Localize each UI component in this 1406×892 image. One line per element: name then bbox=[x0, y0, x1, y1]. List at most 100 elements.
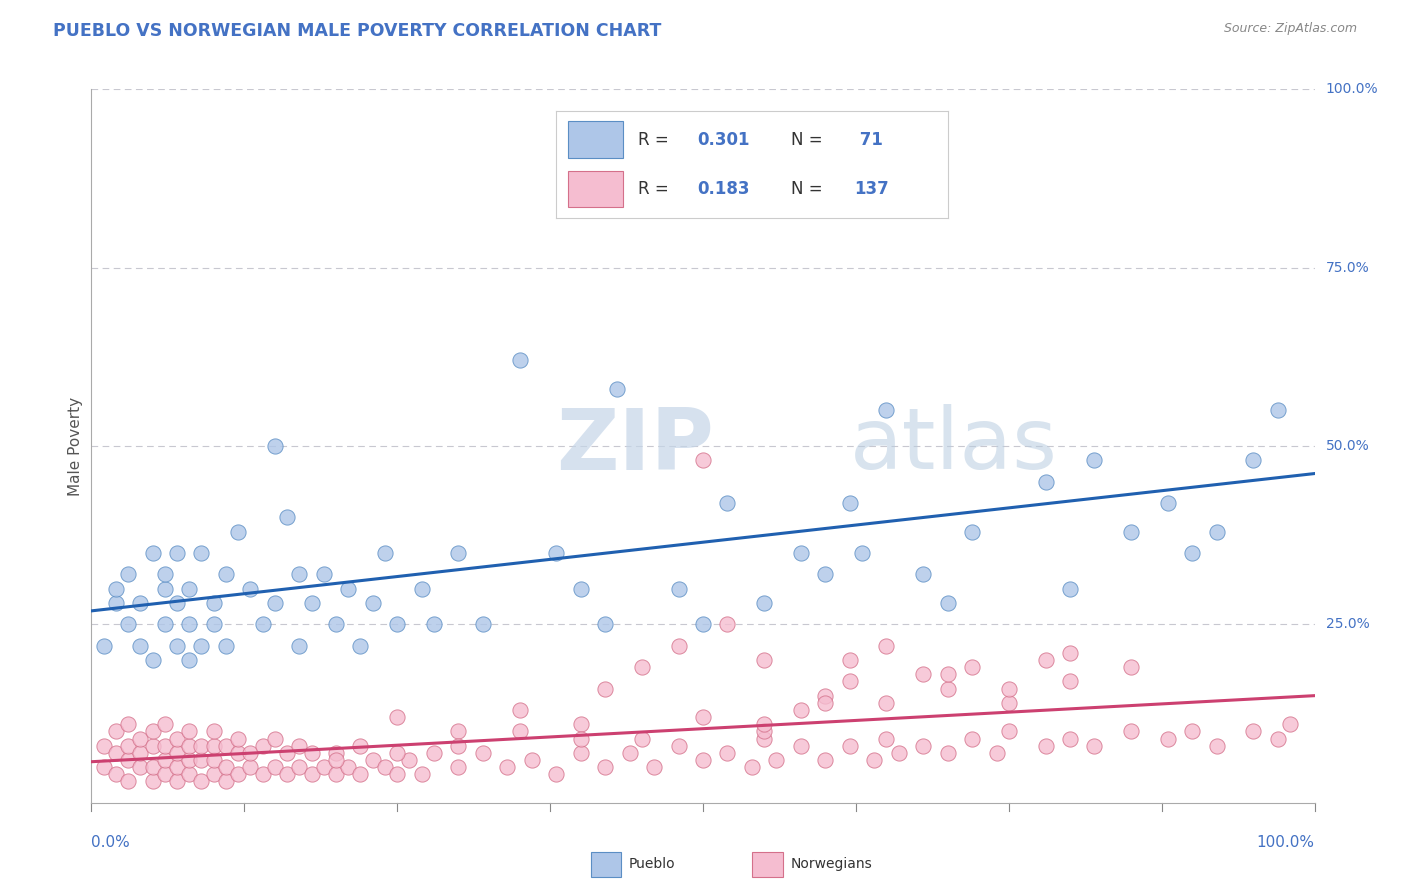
Point bbox=[471, 617, 494, 632]
Point bbox=[141, 653, 163, 667]
Point bbox=[887, 746, 910, 760]
Point bbox=[423, 746, 446, 760]
Point bbox=[153, 617, 176, 632]
Point bbox=[349, 767, 371, 781]
Point bbox=[998, 696, 1021, 710]
Text: ZIP: ZIP bbox=[557, 404, 714, 488]
Point bbox=[226, 524, 249, 539]
Text: N =: N = bbox=[792, 130, 828, 148]
Point bbox=[471, 746, 494, 760]
Point bbox=[153, 582, 176, 596]
Point bbox=[960, 524, 983, 539]
Text: 0.183: 0.183 bbox=[697, 180, 749, 198]
Point bbox=[104, 767, 127, 781]
Point bbox=[1267, 731, 1289, 746]
Point bbox=[385, 746, 409, 760]
Point bbox=[215, 760, 238, 774]
Point bbox=[179, 653, 201, 667]
Y-axis label: Male Poverty: Male Poverty bbox=[67, 396, 83, 496]
Point bbox=[301, 746, 323, 760]
Point bbox=[141, 774, 163, 789]
Point bbox=[93, 739, 115, 753]
Point bbox=[754, 717, 776, 731]
Point bbox=[875, 639, 898, 653]
Point bbox=[117, 617, 139, 632]
Point bbox=[325, 753, 347, 767]
Point bbox=[593, 681, 616, 696]
Point bbox=[179, 724, 201, 739]
Text: atlas: atlas bbox=[849, 404, 1057, 488]
Point bbox=[239, 746, 262, 760]
Text: R =: R = bbox=[638, 180, 675, 198]
Point bbox=[1035, 475, 1057, 489]
Text: PUEBLO VS NORWEGIAN MALE POVERTY CORRELATION CHART: PUEBLO VS NORWEGIAN MALE POVERTY CORRELA… bbox=[53, 22, 662, 40]
Point bbox=[960, 660, 983, 674]
Point bbox=[692, 617, 714, 632]
Text: 50.0%: 50.0% bbox=[1326, 439, 1369, 453]
Point bbox=[276, 746, 298, 760]
Point bbox=[1157, 731, 1180, 746]
Point bbox=[814, 567, 837, 582]
Point bbox=[593, 617, 616, 632]
Point bbox=[875, 696, 898, 710]
Point bbox=[202, 739, 225, 753]
Point bbox=[1267, 403, 1289, 417]
Point bbox=[838, 496, 860, 510]
Point bbox=[643, 760, 665, 774]
Point bbox=[141, 739, 163, 753]
Point bbox=[754, 731, 776, 746]
Point bbox=[190, 639, 212, 653]
Point bbox=[117, 717, 139, 731]
Point bbox=[814, 696, 837, 710]
Point bbox=[190, 546, 212, 560]
Point bbox=[190, 739, 212, 753]
Text: 0.0%: 0.0% bbox=[91, 836, 131, 850]
Point bbox=[252, 617, 274, 632]
Point bbox=[166, 639, 188, 653]
Text: N =: N = bbox=[792, 180, 828, 198]
Point bbox=[790, 546, 813, 560]
Point bbox=[619, 746, 641, 760]
Point bbox=[325, 767, 347, 781]
Point bbox=[215, 774, 238, 789]
Point bbox=[998, 681, 1021, 696]
Point bbox=[1121, 724, 1143, 739]
Point bbox=[1205, 739, 1227, 753]
Point bbox=[546, 767, 568, 781]
Point bbox=[936, 746, 959, 760]
Point bbox=[1181, 724, 1204, 739]
Point bbox=[411, 767, 433, 781]
Point bbox=[1035, 739, 1057, 753]
Point bbox=[179, 753, 201, 767]
Point bbox=[875, 403, 898, 417]
Point bbox=[986, 746, 1008, 760]
Point bbox=[264, 439, 287, 453]
Point bbox=[153, 567, 176, 582]
Bar bbox=[568, 170, 623, 207]
Point bbox=[153, 739, 176, 753]
Point bbox=[569, 731, 592, 746]
Point bbox=[936, 596, 959, 610]
Point bbox=[754, 724, 776, 739]
Point bbox=[411, 582, 433, 596]
Point bbox=[631, 731, 654, 746]
Point bbox=[692, 710, 714, 724]
Point bbox=[166, 731, 188, 746]
Point bbox=[790, 703, 813, 717]
Point bbox=[692, 453, 714, 467]
Point bbox=[1205, 524, 1227, 539]
Point bbox=[998, 724, 1021, 739]
Point bbox=[252, 767, 274, 781]
Point bbox=[226, 767, 249, 781]
Point bbox=[349, 639, 371, 653]
Text: 75.0%: 75.0% bbox=[1326, 260, 1369, 275]
Point bbox=[361, 596, 384, 610]
Point bbox=[385, 767, 409, 781]
Point bbox=[129, 746, 152, 760]
Point bbox=[190, 774, 212, 789]
Point bbox=[325, 617, 347, 632]
Point bbox=[288, 739, 311, 753]
Point bbox=[447, 724, 470, 739]
Point bbox=[129, 731, 152, 746]
Text: 137: 137 bbox=[853, 180, 889, 198]
